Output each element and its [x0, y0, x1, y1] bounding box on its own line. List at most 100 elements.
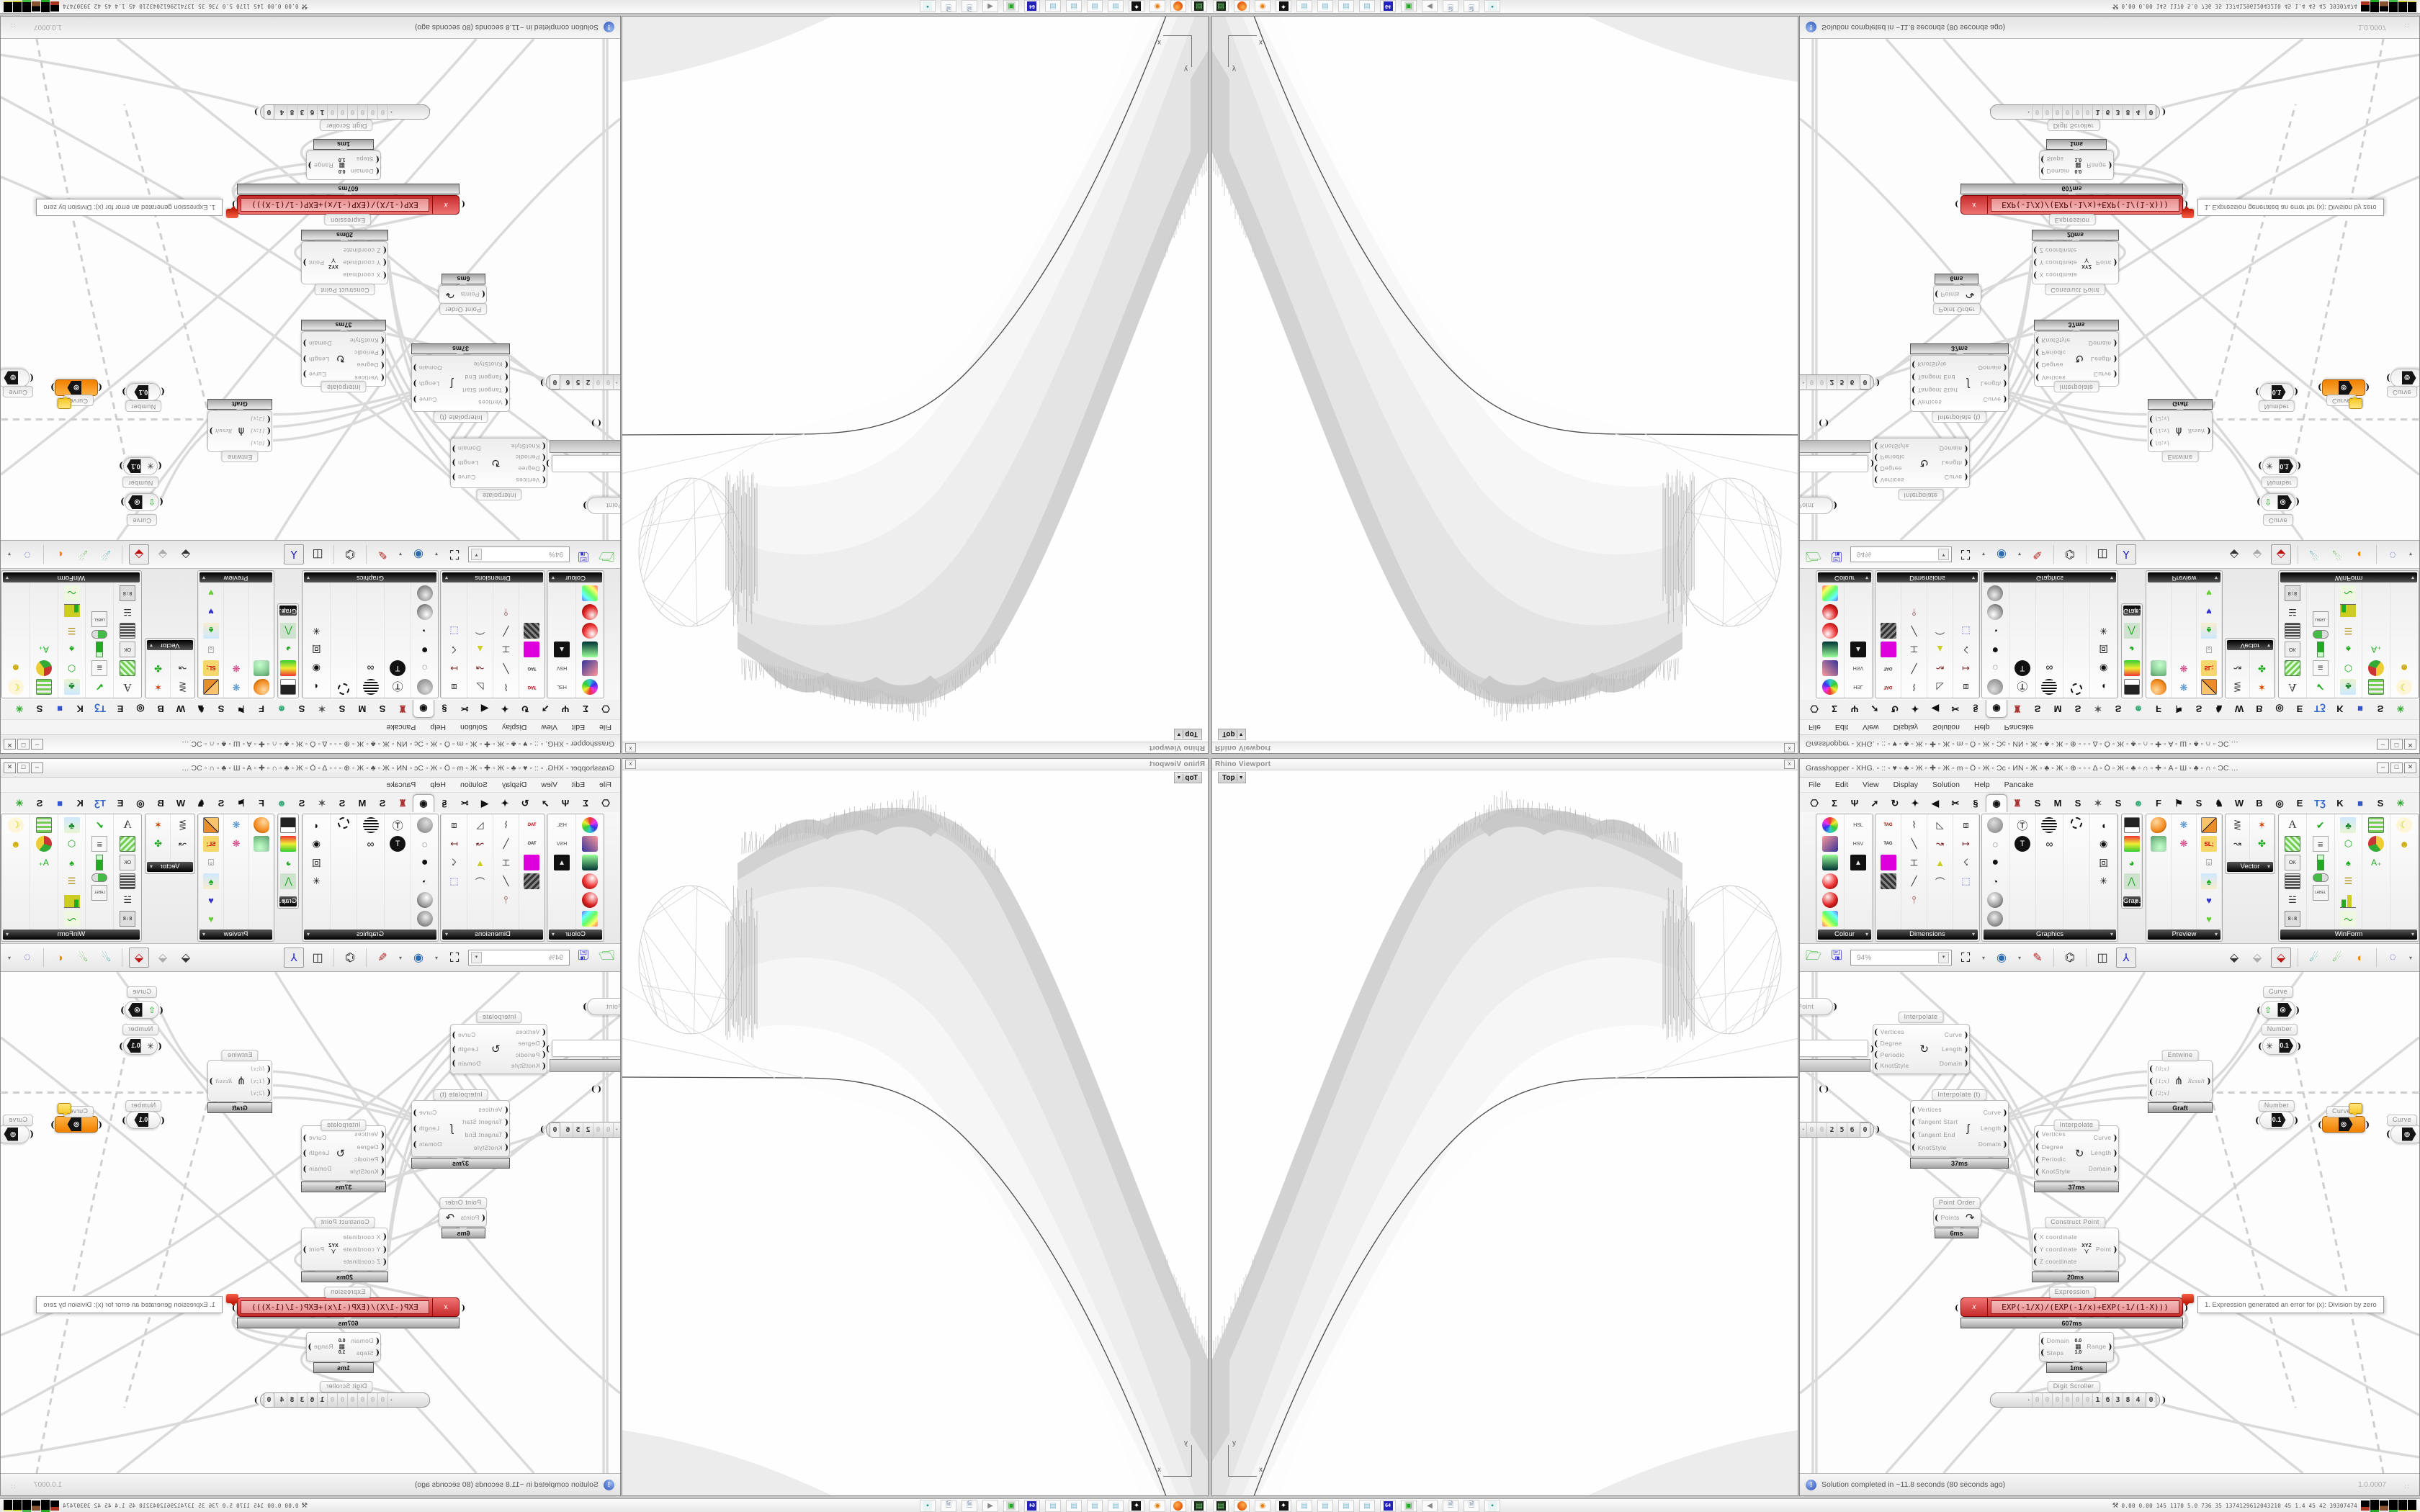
wire-stub[interactable]: ( )	[1819, 418, 1829, 428]
wire[interactable]	[2007, 1096, 2147, 1122]
arc-dim-icon[interactable]: ⌒	[1935, 876, 1945, 888]
notepad-icon[interactable]: ▤	[1087, 0, 1103, 13]
dropdown-lines-icon[interactable]: ≡	[2312, 836, 2329, 852]
digit-cell[interactable]: 0	[2042, 105, 2052, 119]
output-port[interactable]: )	[1964, 1044, 1968, 1054]
person-icon[interactable]: ☻	[2399, 838, 2409, 850]
grid-green-icon[interactable]	[2368, 817, 2385, 833]
balls-blue-icon[interactable]: ❋	[232, 819, 241, 830]
arc-c-icon[interactable]: ◔	[1992, 625, 1999, 636]
speaker-icon[interactable]: ◀	[982, 1499, 998, 1512]
ruler-icon[interactable]: ↦	[1962, 838, 1970, 849]
digit-cell[interactable]: 3	[297, 1393, 308, 1407]
warning-triangle-icon[interactable]: ▲	[475, 644, 485, 655]
output-port[interactable]: )	[2184, 1303, 2189, 1313]
aligned-dim-icon[interactable]: 工	[1910, 859, 1918, 868]
dashed-curve-icon[interactable]: ↝	[179, 663, 187, 674]
tab-params[interactable]: ⎔	[1810, 703, 1819, 714]
close-button[interactable]: ✕	[2404, 739, 2416, 750]
gimp-icon[interactable]: ✦	[1129, 0, 1144, 13]
palette-panel-title[interactable]: Dimensions ▾	[442, 572, 543, 582]
arrows-green-icon[interactable]: ✤	[154, 663, 162, 674]
input-port[interactable]: (	[2040, 1336, 2045, 1346]
a-plus-green-icon[interactable]: A₊	[38, 644, 49, 654]
calc-grid-icon[interactable]	[2284, 873, 2300, 889]
blender-icon[interactable]: ◉	[1255, 1499, 1270, 1512]
tab-mesh[interactable]: ◀	[1932, 703, 1939, 714]
video-camera-icon[interactable]: ⌻	[208, 857, 214, 868]
digit-scroller-digit-scroller[interactable]: ‣ 0 0 0 0 0 0 1 6 3 8 4 0	[1990, 1392, 2160, 1408]
digit-cell[interactable]: 6	[2102, 105, 2112, 119]
component-expression[interactable]: x EXP(-1/X)/(EXP(-1/x)+EXP(-1/(1-X)))	[1960, 195, 2183, 215]
angle-dim-icon[interactable]: ◺	[1936, 682, 1944, 693]
speaker-icon[interactable]: ◀	[1422, 1499, 1438, 1512]
warning-triangle-icon[interactable]: ▲	[1935, 644, 1945, 655]
line-dim-icon[interactable]: ╲	[503, 663, 509, 674]
line-chart-icon[interactable]: ⋀	[2123, 873, 2140, 889]
scroll-icon[interactable]: 🗎	[1443, 0, 1458, 13]
ok-button-icon[interactable]: OK	[120, 855, 136, 870]
list-icon[interactable]: ☰	[67, 626, 76, 636]
open-file-icon[interactable]: 🗁	[598, 948, 615, 963]
digit-cell[interactable]: 8	[287, 105, 297, 119]
tab-maths[interactable]: Σ	[583, 798, 588, 809]
tab-s1[interactable]: S	[2034, 703, 2041, 714]
input-port[interactable]: (	[382, 1244, 387, 1254]
sl-icon[interactable]: SL;	[2201, 660, 2217, 676]
component-label-digit-scroller[interactable]: Digit Scroller	[320, 1381, 373, 1392]
palette-panel-title[interactable]: Colour ▾	[549, 572, 602, 582]
palette-panel-title[interactable]: Vector ▾	[147, 640, 193, 650]
chevron-down-icon[interactable]: ▾	[2134, 898, 2138, 904]
rhino-titlebar[interactable]: Rhino Viewport x	[1212, 759, 1798, 770]
chevron-down-icon[interactable]: ▾	[282, 608, 286, 614]
param-curve-orange[interactable]: (◎)	[2318, 379, 2370, 396]
speaker-box-icon[interactable]: ◫	[2097, 952, 2108, 964]
tab-curve[interactable]: ↻	[1891, 703, 1899, 714]
teal-app-icon[interactable]: ▪	[1484, 1499, 1500, 1512]
tree-photo-icon[interactable]: ♣	[63, 679, 80, 695]
chevron-down-icon[interactable]: ▾	[6, 931, 9, 937]
component-label-number-top[interactable]: Number	[2261, 477, 2298, 488]
palette-panel-title[interactable]: Grap…▾	[2123, 896, 2142, 906]
input-port[interactable]: (	[1912, 1130, 1916, 1140]
param-point-cap[interactable]: (Point)	[1800, 998, 1837, 1015]
tab-star[interactable]: ✳	[2396, 703, 2405, 714]
speech-balloon-icon[interactable]	[58, 1103, 71, 1114]
digit-cell[interactable]: 0	[2082, 1393, 2092, 1407]
output-port[interactable]: )	[120, 1004, 125, 1015]
digit-cell[interactable]: 0	[2052, 1393, 2062, 1407]
palette-panel-title[interactable]: WinForm ▾	[3, 930, 140, 940]
digit-scroller-scroller-left[interactable]: ‣ 0 0 2 5 6 0	[1800, 374, 1874, 390]
output-port[interactable]: )	[1833, 1002, 1837, 1012]
wire[interactable]	[273, 1096, 413, 1122]
zoom-level-combo[interactable]: 94% ▾	[468, 546, 570, 562]
input-port[interactable]: (	[380, 1154, 385, 1164]
chevron-down-icon[interactable]: ▾	[2408, 954, 2412, 961]
output-port[interactable]: )	[583, 1002, 587, 1012]
tab-bird[interactable]: ♞	[197, 703, 205, 714]
component-range[interactable]: (Domain(Steps 0.0 ▦ 1.0 Range)	[2039, 1332, 2114, 1362]
magenta-swatch-icon[interactable]	[524, 855, 540, 870]
digit-cell[interactable]: 0	[2032, 1393, 2042, 1407]
output-port[interactable]: )	[1876, 378, 1881, 387]
output-port[interactable]: )	[209, 426, 213, 436]
palette-panel-title[interactable]: WinForm ▾	[3, 572, 140, 582]
close-icon[interactable]: x	[625, 760, 636, 769]
wave-blob-icon[interactable]: ◖	[2100, 681, 2107, 693]
marquee-icon[interactable]: ⬚	[1961, 876, 1971, 886]
arrows-red-icon[interactable]: ✶	[2258, 819, 2266, 830]
input-port[interactable]: (	[380, 372, 385, 382]
palette-panel-title[interactable]: Grap…▾	[2123, 606, 2143, 616]
component-interp-t[interactable]: (Vertices(Tangent Start(Tangent End(Knot…	[411, 355, 510, 412]
input-port[interactable]: (	[161, 387, 165, 397]
eye-ball-icon[interactable]: ◉	[312, 663, 321, 674]
digit-cell[interactable]: 1	[2092, 105, 2102, 119]
marquee-icon[interactable]: ⬚	[1961, 626, 1971, 636]
arc-dim-icon[interactable]: ⌒	[475, 624, 485, 636]
bar-chart-icon[interactable]	[63, 892, 80, 908]
digit-cell[interactable]: 4	[277, 105, 287, 119]
floppy-64-icon[interactable]: 64	[1380, 1499, 1396, 1512]
heart-green-icon[interactable]: ♥	[208, 588, 214, 599]
notepad-icon[interactable]: ▤	[1296, 1499, 1312, 1512]
warning-triangle-icon[interactable]: ▲	[475, 857, 485, 868]
